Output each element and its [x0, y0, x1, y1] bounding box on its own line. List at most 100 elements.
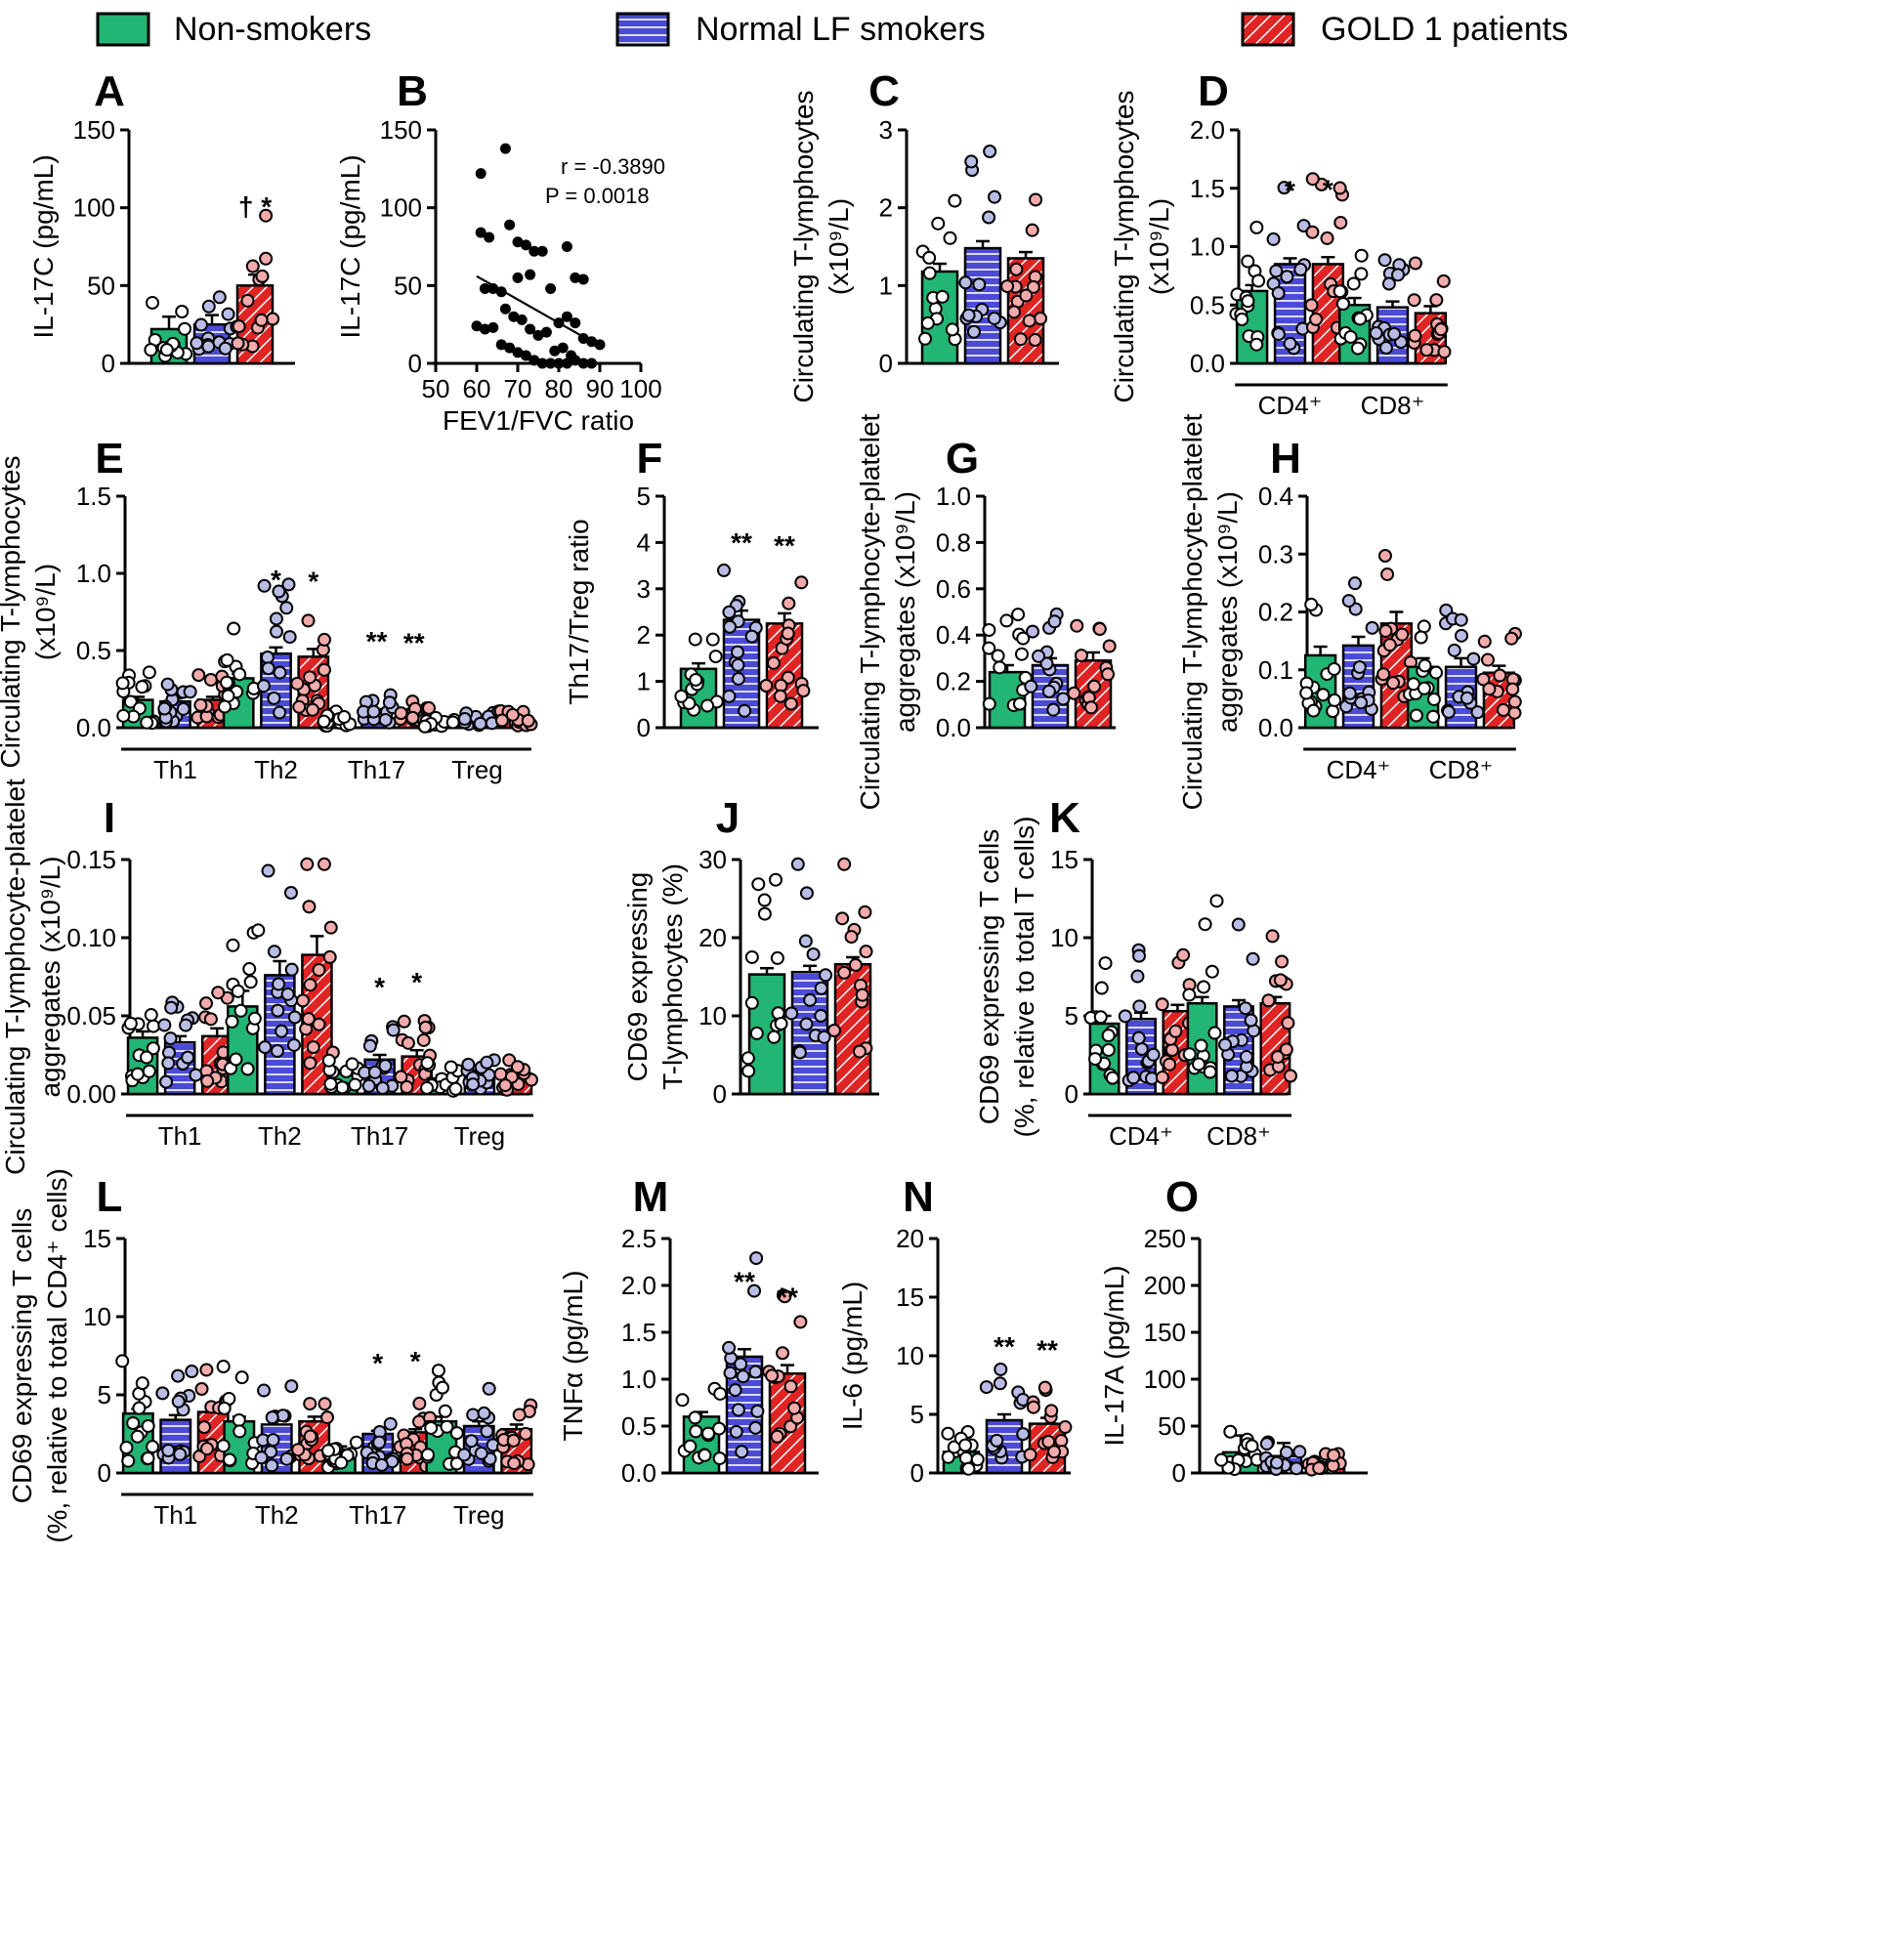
panel-C: C 0 1 2 3 Circulating T-lymphocytes (x10⁹/L): [788, 67, 1059, 403]
group-Th1: Th1: [115, 665, 235, 784]
scatter-point: [487, 321, 499, 333]
data-dot: [382, 695, 397, 710]
data-dot: [161, 1056, 176, 1071]
data-dot: [302, 900, 317, 914]
scatter-point: [525, 269, 536, 280]
data-dot: [731, 657, 745, 672]
data-dot: [232, 1412, 246, 1427]
data-dot: [457, 712, 472, 727]
group-all: [740, 857, 873, 1096]
data-dot: [132, 1401, 147, 1415]
group-Th1: Th1: [121, 986, 239, 1151]
panel-J: J 0 10 20 30 CD69 expressing T-lymphocytes (%): [622, 794, 879, 1109]
data-dot: [272, 584, 286, 599]
data-dot: [1028, 333, 1042, 348]
data-dot: [418, 1020, 433, 1034]
data-dot: [1280, 270, 1294, 284]
data-dot: [1026, 279, 1040, 294]
data-dot: [1224, 1069, 1239, 1083]
data-dot: [1504, 631, 1519, 646]
data-dot: [1126, 1071, 1141, 1085]
data-dot: [1014, 647, 1029, 661]
y-tick-label: 1.5: [1190, 174, 1225, 203]
data-dot: [383, 1416, 398, 1431]
data-dot: [966, 324, 981, 339]
data-dot: [394, 706, 408, 721]
data-dot: [178, 321, 192, 336]
data-dot: [317, 662, 331, 677]
data-dot: [1505, 682, 1520, 696]
data-dot: [948, 193, 962, 208]
data-dot: [1447, 643, 1461, 657]
y-tick-label: 0.5: [621, 1411, 656, 1441]
data-dot: [1377, 548, 1392, 563]
data-dot: [731, 671, 745, 686]
data-dot: [1347, 576, 1362, 591]
y-tick-label: 10: [83, 1302, 111, 1331]
data-dot: [337, 710, 352, 725]
data-dot: [768, 872, 783, 887]
group-Th17: ** ** Th17: [317, 626, 437, 784]
data-dot: [1207, 1026, 1222, 1040]
significance-marker: **: [994, 1331, 1015, 1362]
data-dot: [1417, 681, 1431, 695]
data-dot: [1290, 1461, 1304, 1476]
data-dot: [1047, 1445, 1062, 1459]
data-dot: [1009, 262, 1024, 276]
data-dot: [1428, 665, 1443, 680]
data-dot: [1101, 1029, 1116, 1043]
y-tick-label: 0.6: [936, 574, 971, 604]
data-dot: [217, 699, 232, 714]
data-dot: [457, 1448, 472, 1462]
data-dot: [1477, 634, 1492, 649]
data-dot: [1046, 702, 1061, 717]
data-dot: [203, 672, 218, 687]
data-dot: [1238, 1001, 1252, 1016]
data-dot: [323, 1076, 338, 1091]
data-dot: [226, 938, 240, 952]
y-axis-label: T-lymphocytes (%): [657, 863, 688, 1090]
data-dot: [1354, 248, 1369, 263]
data-dot: [323, 920, 338, 935]
data-dot: [803, 992, 818, 1007]
data-dot: [717, 563, 732, 577]
data-dot: [767, 1030, 782, 1044]
data-dot: [848, 957, 863, 972]
y-tick-label: 5: [1065, 1001, 1079, 1030]
data-dot: [1277, 181, 1291, 195]
y-tick-label: 2.0: [621, 1271, 656, 1300]
data-dot: [722, 1340, 737, 1355]
data-dot: [1203, 1065, 1217, 1079]
data-dot: [256, 679, 271, 694]
y-tick-label: 0: [98, 1458, 111, 1488]
scatter-point: [549, 345, 561, 357]
data-dot: [1312, 1460, 1327, 1475]
scatter-point: [529, 355, 540, 366]
data-dot: [766, 655, 781, 670]
data-dot: [115, 676, 130, 691]
data-dot: [130, 1067, 145, 1081]
data-dot: [270, 624, 284, 639]
data-dot: [144, 343, 158, 357]
data-dot: [1094, 981, 1109, 995]
data-dot: [1092, 622, 1107, 637]
data-dot: [1105, 1071, 1120, 1085]
data-dot: [1000, 279, 1015, 294]
data-dot: [1309, 312, 1324, 326]
scatter-point: [553, 357, 565, 369]
x-tick-label: 80: [545, 374, 573, 403]
data-dot: [317, 857, 331, 871]
panel-L: L 0 5 10 15 CD69 expressing T cells (%, relati…: [7, 1168, 538, 1543]
data-dot: [283, 885, 298, 900]
data-dot: [1507, 705, 1522, 720]
panel-label: M: [633, 1173, 669, 1221]
data-dot: [1231, 917, 1246, 932]
data-dot: [123, 694, 138, 709]
data-dot: [796, 684, 811, 698]
group-label: CD4⁺: [1109, 1121, 1173, 1151]
data-dot: [521, 713, 535, 728]
data-dot: [233, 1003, 248, 1018]
data-dot: [267, 691, 281, 705]
data-dot: [1327, 661, 1341, 676]
data-dot: [466, 1408, 481, 1422]
